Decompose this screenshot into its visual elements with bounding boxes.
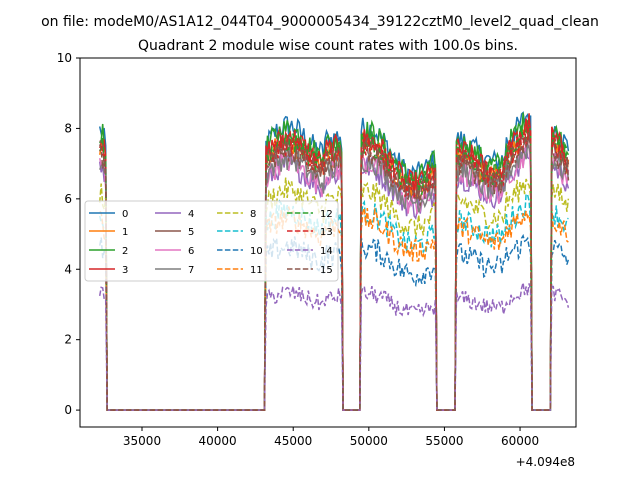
legend-label-7: 7 bbox=[188, 265, 194, 276]
x-tick-label: 55000 bbox=[425, 434, 463, 448]
x-axis: 35000 40000 45000 50000 55000 60000 bbox=[123, 427, 539, 448]
legend-label-13: 13 bbox=[320, 227, 333, 238]
legend-label-6: 6 bbox=[188, 246, 194, 257]
suptitle: on file: modeM0/AS1A12_044T04_9000005434… bbox=[41, 14, 599, 30]
legend-label-10: 10 bbox=[250, 246, 263, 257]
legend-label-15: 15 bbox=[320, 265, 333, 276]
x-tick-label: 60000 bbox=[501, 434, 539, 448]
legend-label-14: 14 bbox=[320, 246, 333, 257]
y-tick-label: 10 bbox=[57, 51, 72, 65]
plot-frame bbox=[79, 57, 577, 428]
x-tick-label: 40000 bbox=[199, 434, 237, 448]
y-tick-label: 0 bbox=[64, 403, 72, 417]
legend-label-9: 9 bbox=[250, 227, 256, 238]
legend-label-5: 5 bbox=[188, 227, 194, 238]
legend-label-1: 1 bbox=[122, 227, 128, 238]
y-tick-label: 6 bbox=[64, 192, 72, 206]
x-tick-label: 45000 bbox=[274, 434, 312, 448]
series-line-9 bbox=[98, 193, 569, 411]
legend-label-3: 3 bbox=[122, 265, 128, 276]
y-axis: 0 2 4 6 8 10 bbox=[57, 51, 80, 417]
legend-label-0: 0 bbox=[122, 209, 128, 220]
x-tick-label: 35000 bbox=[123, 434, 161, 448]
legend-label-11: 11 bbox=[250, 265, 263, 276]
x-offset-text: +4.094e8 bbox=[516, 455, 575, 469]
y-tick-label: 2 bbox=[64, 333, 72, 347]
legend-label-12: 12 bbox=[320, 209, 333, 220]
chart-title: Quadrant 2 module wise count rates with … bbox=[138, 38, 518, 54]
y-tick-label: 8 bbox=[64, 121, 72, 135]
legend-label-2: 2 bbox=[122, 246, 128, 257]
x-tick-label: 50000 bbox=[350, 434, 388, 448]
series-line-15 bbox=[98, 136, 570, 411]
legend-label-8: 8 bbox=[250, 209, 256, 220]
legend-box bbox=[84, 200, 339, 282]
legend-label-4: 4 bbox=[188, 209, 194, 220]
y-tick-label: 4 bbox=[64, 262, 72, 276]
series-line-14 bbox=[98, 282, 570, 411]
